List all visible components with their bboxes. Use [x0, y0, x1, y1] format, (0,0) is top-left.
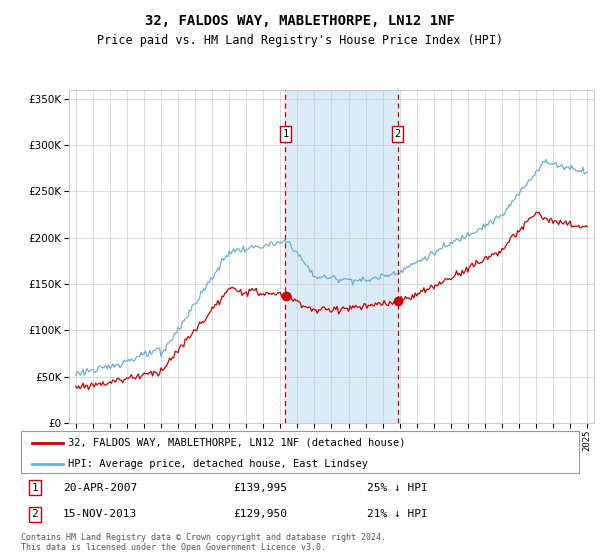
Text: 21% ↓ HPI: 21% ↓ HPI: [367, 509, 428, 519]
Text: HPI: Average price, detached house, East Lindsey: HPI: Average price, detached house, East…: [68, 459, 368, 469]
Text: Price paid vs. HM Land Registry's House Price Index (HPI): Price paid vs. HM Land Registry's House …: [97, 34, 503, 46]
Text: 32, FALDOS WAY, MABLETHORPE, LN12 1NF (detached house): 32, FALDOS WAY, MABLETHORPE, LN12 1NF (d…: [68, 438, 406, 448]
Text: 1: 1: [283, 129, 289, 139]
Text: 20-APR-2007: 20-APR-2007: [63, 483, 137, 493]
Text: 2: 2: [32, 509, 38, 519]
Bar: [286, 90, 398, 423]
Text: 32, FALDOS WAY, MABLETHORPE, LN12 1NF: 32, FALDOS WAY, MABLETHORPE, LN12 1NF: [145, 14, 455, 28]
Text: 2: 2: [395, 129, 401, 139]
Text: Contains HM Land Registry data © Crown copyright and database right 2024.: Contains HM Land Registry data © Crown c…: [21, 533, 386, 542]
Text: 25% ↓ HPI: 25% ↓ HPI: [367, 483, 428, 493]
Text: 1: 1: [32, 483, 38, 493]
Text: 15-NOV-2013: 15-NOV-2013: [63, 509, 137, 519]
Text: £139,995: £139,995: [233, 483, 287, 493]
Text: £129,950: £129,950: [233, 509, 287, 519]
Text: This data is licensed under the Open Government Licence v3.0.: This data is licensed under the Open Gov…: [21, 543, 326, 552]
